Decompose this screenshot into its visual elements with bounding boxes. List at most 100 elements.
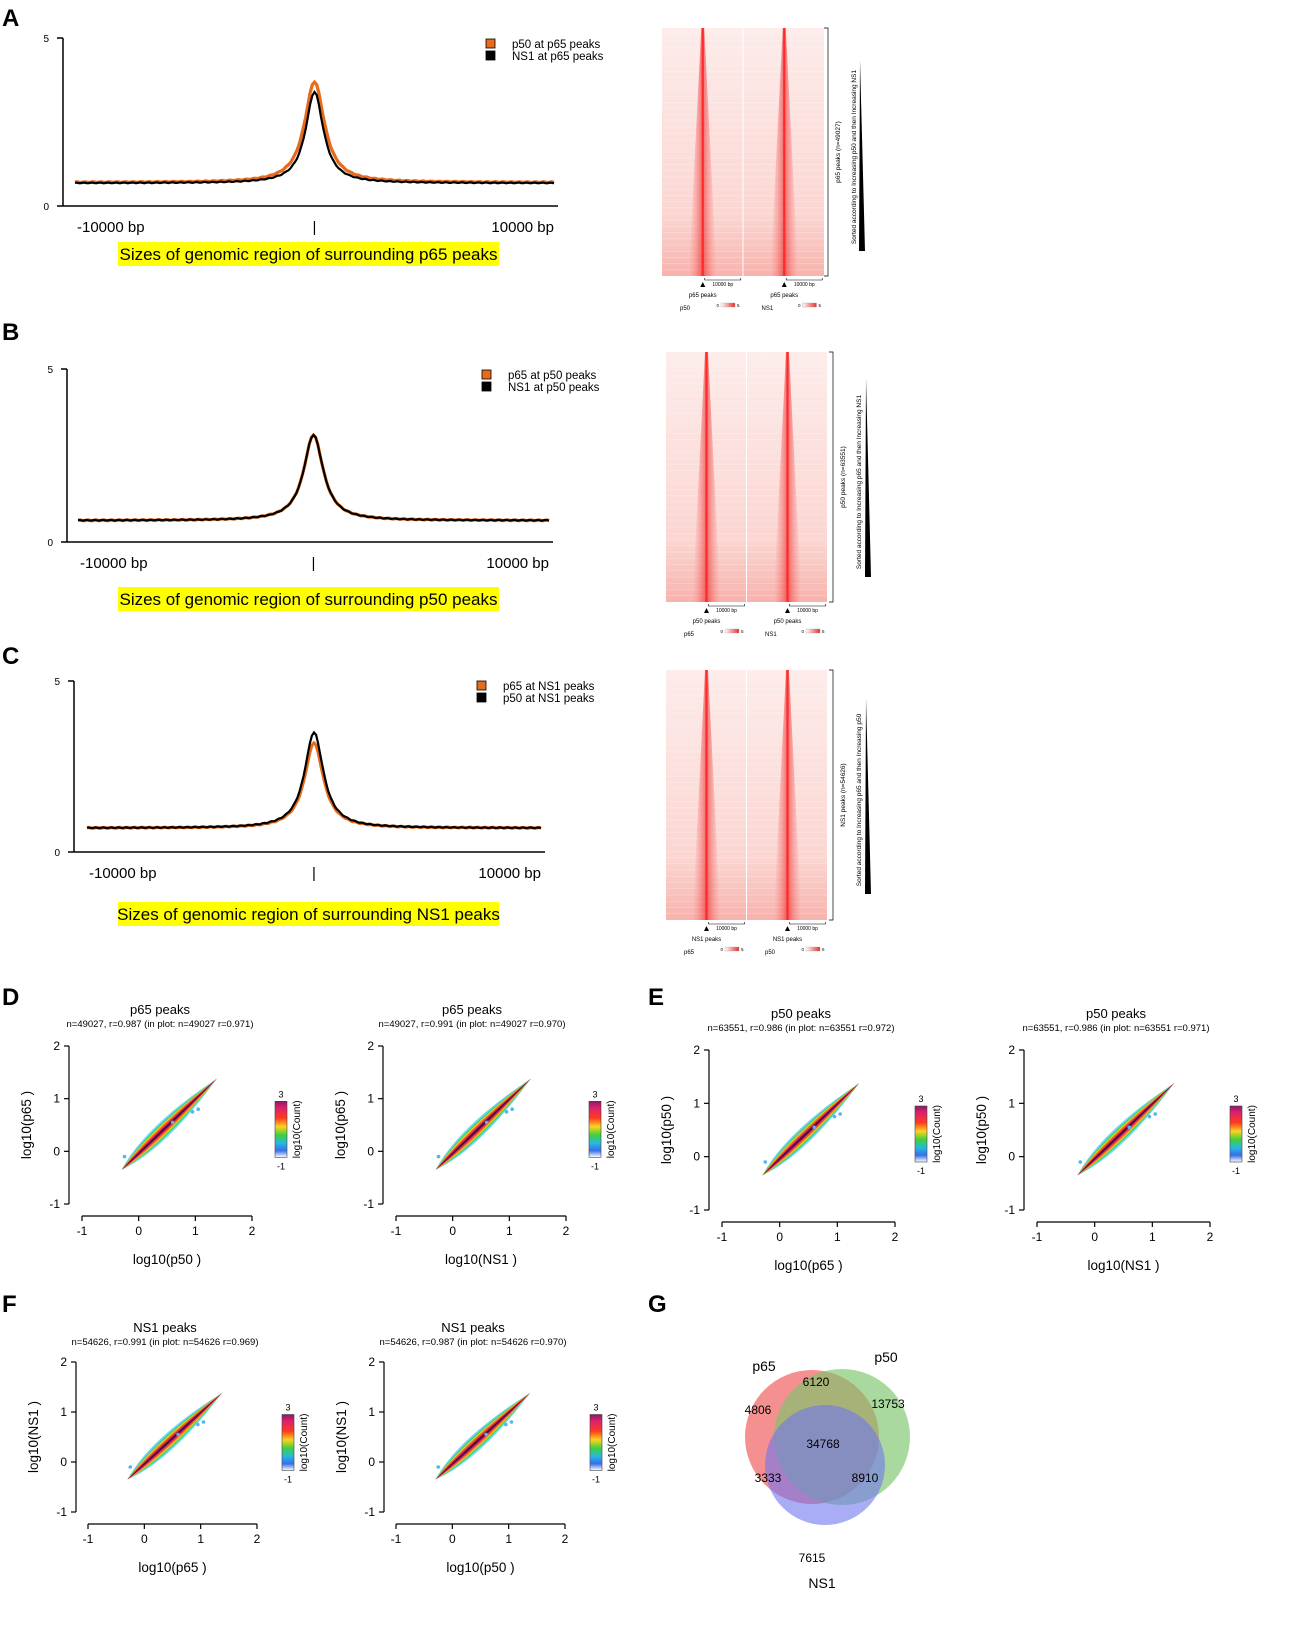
colorbar-min: 0	[720, 947, 723, 952]
panel-label-F: F	[2, 1291, 17, 1318]
colorbar-max: 3	[592, 1089, 597, 1099]
heatmap-bracket	[824, 27, 829, 277]
outlier-point	[812, 1125, 817, 1130]
colorbar-max: 5	[822, 629, 825, 634]
colorbar-max: 3	[278, 1089, 283, 1099]
colorbar-max: 5	[822, 947, 825, 952]
track-name: p50	[680, 306, 691, 312]
scatter-plot-F-1: NS1 peaks n=54626, r=0.991 (in plot: n=54…	[26, 1320, 310, 1575]
scale-label: 10000 bp	[797, 608, 818, 614]
y-tick-label: -1	[363, 1197, 374, 1211]
heatmap-bracket	[829, 351, 834, 603]
x-axis-label: Sizes of genomic region of surrounding N…	[117, 905, 500, 924]
x-tick-label: 0	[1091, 1230, 1098, 1244]
colorbar-min: 0	[798, 303, 801, 308]
x-tick-label: 0	[449, 1532, 456, 1546]
scale-bracket	[704, 278, 742, 281]
colorbar-min: -1	[1232, 1166, 1240, 1176]
panel-label-B: B	[2, 319, 19, 346]
sort-wedge	[865, 378, 871, 577]
legend-swatch	[481, 381, 492, 392]
y-tick-label: -1	[1004, 1203, 1015, 1217]
heatmap-side-label: NS1 peaks (n=54626)	[840, 763, 847, 826]
y-tick-label: 2	[693, 1043, 700, 1057]
colorbar-max: 5	[741, 947, 744, 952]
center-marker	[700, 282, 706, 287]
scale-label: 10000 bp	[712, 282, 733, 288]
venn-count-p65_p50: 6120	[803, 1375, 830, 1389]
heatmap-B: 10000 bp p50 peaks p65 0 5 10000 bp p50 peaks N…	[666, 351, 871, 638]
outlier-point	[128, 1465, 133, 1469]
colorbar-label: log10(Count)	[292, 1100, 303, 1158]
y-tick-label: 1	[368, 1405, 375, 1419]
density-colorbar	[1229, 1105, 1243, 1163]
colorbar-min: 0	[716, 303, 719, 308]
profile-chart-C: 5 0 -10000 bp | 10000 bp Sizes of genomic reg…	[54, 677, 595, 926]
x-tick-center: |	[312, 865, 316, 882]
scatter-plot-D-2: p65 peaks n=49027, r=0.991 (in plot: n=49…	[333, 1002, 617, 1267]
scale-bracket	[785, 278, 823, 281]
panel-label-C: C	[2, 643, 19, 670]
track-center-label: p50 peaks	[774, 619, 802, 625]
x-tick-label: 2	[1207, 1230, 1214, 1244]
scatter-subtitle: n=63551, r=0.986 (in plot: n=63551 r=0.9…	[1023, 1023, 1210, 1034]
legend-label: NS1 at p65 peaks	[512, 51, 604, 63]
x-tick-label: -1	[1032, 1230, 1043, 1244]
x-tick-label: 0	[135, 1224, 142, 1238]
density-colorbar	[281, 1414, 295, 1471]
x-tick-label: 0	[776, 1230, 783, 1244]
y-tick-label: -1	[689, 1203, 700, 1217]
colorbar-min: -1	[592, 1475, 600, 1485]
center-marker	[781, 282, 787, 287]
legend-label: NS1 at p50 peaks	[508, 382, 600, 394]
venn-circle-ns1	[765, 1405, 885, 1525]
venn-count-all: 34768	[806, 1437, 840, 1451]
x-tick-center: |	[312, 555, 316, 572]
scatter-subtitle: n=63551, r=0.986 (in plot: n=63551 r=0.9…	[708, 1023, 895, 1034]
outlier-point	[763, 1160, 768, 1164]
x-tick-label: 1	[192, 1224, 199, 1238]
y-tick-label: 1	[1008, 1096, 1015, 1110]
colorbar-label: log10(Count)	[1247, 1105, 1258, 1163]
y-tick-label: -1	[49, 1197, 60, 1211]
colorbar	[802, 302, 817, 308]
colorbar-min: 0	[720, 629, 723, 634]
y-tick-label: 5	[47, 365, 53, 376]
scatter-subtitle: n=49027, r=0.991 (in plot: n=49027 r=0.9…	[379, 1019, 566, 1030]
profile-chart-A: 5 0 -10000 bp | 10000 bp Sizes of genomic reg…	[43, 34, 604, 266]
colorbar	[724, 628, 740, 634]
scale-bracket	[708, 604, 745, 607]
outlier-point	[1127, 1125, 1132, 1130]
x-tick-label: -1	[717, 1230, 728, 1244]
track-name: NS1	[765, 632, 777, 638]
legend-swatch	[481, 369, 492, 380]
x-tick-label: 2	[254, 1532, 261, 1546]
colorbar-min: -1	[277, 1161, 285, 1171]
colorbar-min: -1	[917, 1166, 925, 1176]
scatter-ylabel: log10(p50 )	[659, 1096, 674, 1164]
panel-label-D: D	[2, 984, 19, 1011]
density-cloud	[435, 1078, 531, 1170]
scatter-plot-D-1: p65 peaks n=49027, r=0.987 (in plot: n=49…	[19, 1002, 303, 1267]
legend-label: p50 at NS1 peaks	[503, 693, 595, 705]
x-tick-label: 10000 bp	[491, 219, 554, 236]
x-axis-label: Sizes of genomic region of surrounding p…	[119, 590, 497, 609]
legend-label: p65 at p50 peaks	[508, 370, 596, 382]
scatter-title: NS1 peaks	[133, 1320, 197, 1335]
heatmap-sort-label: Sorted according to Increasing p50 and t…	[851, 70, 858, 245]
x-tick-label: -1	[391, 1532, 402, 1546]
x-tick-label: -1	[83, 1532, 94, 1546]
scale-label: 10000 bp	[794, 282, 815, 288]
density-colorbar	[914, 1105, 928, 1163]
scale-bracket	[789, 922, 826, 925]
heatmap-bracket	[829, 669, 834, 921]
colorbar	[724, 946, 740, 952]
y-tick-label: 5	[54, 677, 60, 688]
y-tick-label: 2	[53, 1039, 60, 1053]
x-tick-label: 1	[1149, 1230, 1156, 1244]
x-tick-label: -10000 bp	[80, 555, 148, 572]
heatmap-side-label: p65 peaks (n=49027)	[835, 121, 842, 183]
scatter-ylabel: log10(NS1 )	[334, 1401, 349, 1473]
colorbar	[805, 628, 821, 634]
